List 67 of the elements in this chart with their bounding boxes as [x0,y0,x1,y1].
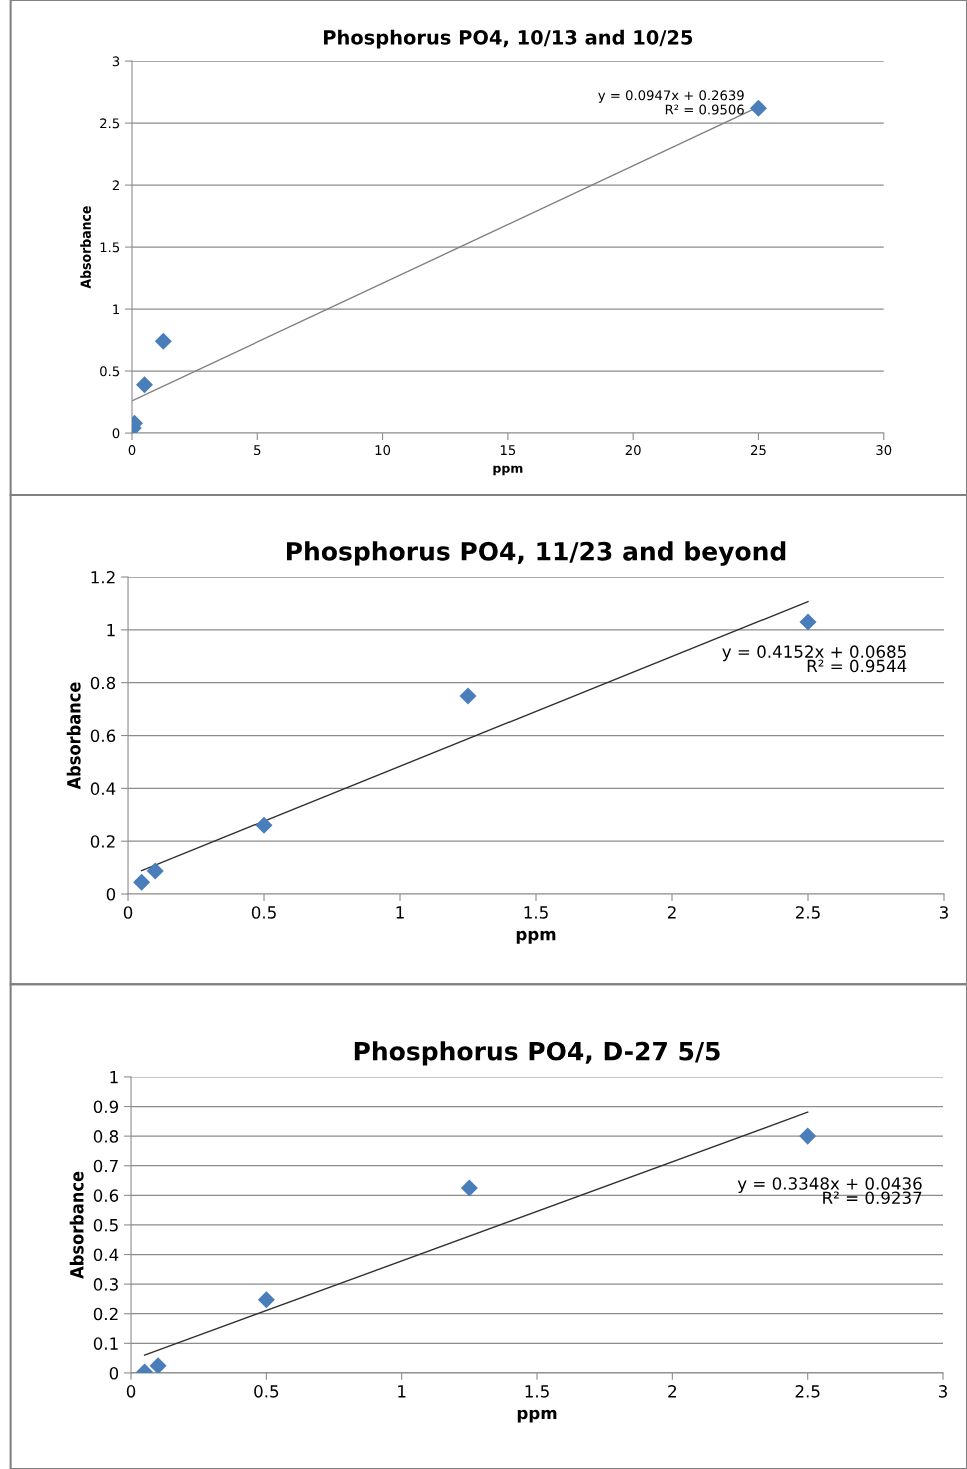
y-tick-label: 0.7 [93,1159,118,1173]
chart-title: Phosphorus PO4, 11/23 and beyond [287,541,786,566]
x-tick-label: 30 [876,445,892,456]
y-tick-label: 3 [112,56,120,67]
point [799,613,817,631]
y-tick-label: 0.2 [93,1307,118,1321]
y-tick-label: 0.8 [93,1130,119,1143]
point [146,862,164,880]
y-tick-label: 0 [106,888,116,901]
point [257,1291,275,1309]
x-axis-title: ppm [493,465,523,476]
x-tick-label: 2 [668,1385,676,1398]
y-tick-label: 0.9 [93,1100,119,1114]
x-tick-label: 0 [128,445,136,456]
y-axis-title: Absorbance [66,682,81,790]
y-tick-label: 0.4 [93,1248,119,1262]
y-tick-label: 0.5 [93,1218,118,1232]
x-tick-label: 0 [126,1385,136,1398]
y-tick-label: 0.4 [90,782,116,795]
x-tick-label: 3 [939,906,948,919]
chart-title: Phosphorus PO4, D-27 5/5 [354,1041,720,1066]
x-tick-label: 0.5 [251,906,276,919]
y-tick-label: 0.8 [90,676,116,690]
y-tick-label: 0.3 [93,1278,118,1291]
x-tick-label: 2.5 [795,1385,820,1398]
y-axis-title: Absorbance [80,206,91,289]
point [149,1357,167,1373]
x-tick-label: 0 [123,906,133,919]
point [799,1127,817,1145]
x-tick-label: 1 [396,906,404,919]
x-tick-label: 3 [938,1385,947,1398]
y-tick-label: 0 [112,428,120,439]
x-tick-label: 5 [254,445,261,456]
point [133,873,151,891]
y-tick-label: 0.5 [100,366,120,377]
y-tick-label: 1.5 [100,242,120,253]
y-tick-label: 0.6 [93,1189,119,1202]
y-tick-label: 1 [113,304,119,315]
x-tick-label: 1 [398,1385,406,1398]
y-tick-label: 0.2 [90,835,115,848]
point [749,99,767,117]
point [459,687,477,705]
x-axis-title: ppm [516,930,556,944]
y-tick-label: 1 [107,624,115,637]
x-tick-label: 2.5 [795,906,820,919]
point [255,816,273,834]
x-tick-label: 25 [751,445,766,456]
y-tick-label: 1.2 [91,570,115,584]
x-axis-title: ppm [517,1409,557,1423]
annotation: R² = 0.9506 [665,104,744,115]
x-tick-label: 1.5 [525,1385,549,1398]
x-tick-label: 0.5 [254,1385,279,1398]
x-tick-label: 1.5 [524,906,548,919]
annotation: y = 0.0947x + 0.2639 [598,90,744,103]
x-tick-label: 2 [667,906,676,919]
y-tick-label: 2.5 [100,118,120,129]
y-tick-label: 0.1 [93,1337,118,1350]
y-tick-label: 0.6 [90,729,116,743]
chart-title: Phosphorus PO4, 10/13 and 10/25 [324,29,693,49]
y-tick-label: 1 [110,1071,118,1084]
point [460,1179,478,1197]
y-axis-title: Absorbance [69,1171,84,1279]
x-tick-label: 10 [375,445,391,456]
x-tick-label: 15 [500,445,516,456]
x-tick-label: 20 [625,445,641,456]
y-tick-label: 2 [112,180,119,191]
y-tick-label: 0 [109,1366,119,1380]
